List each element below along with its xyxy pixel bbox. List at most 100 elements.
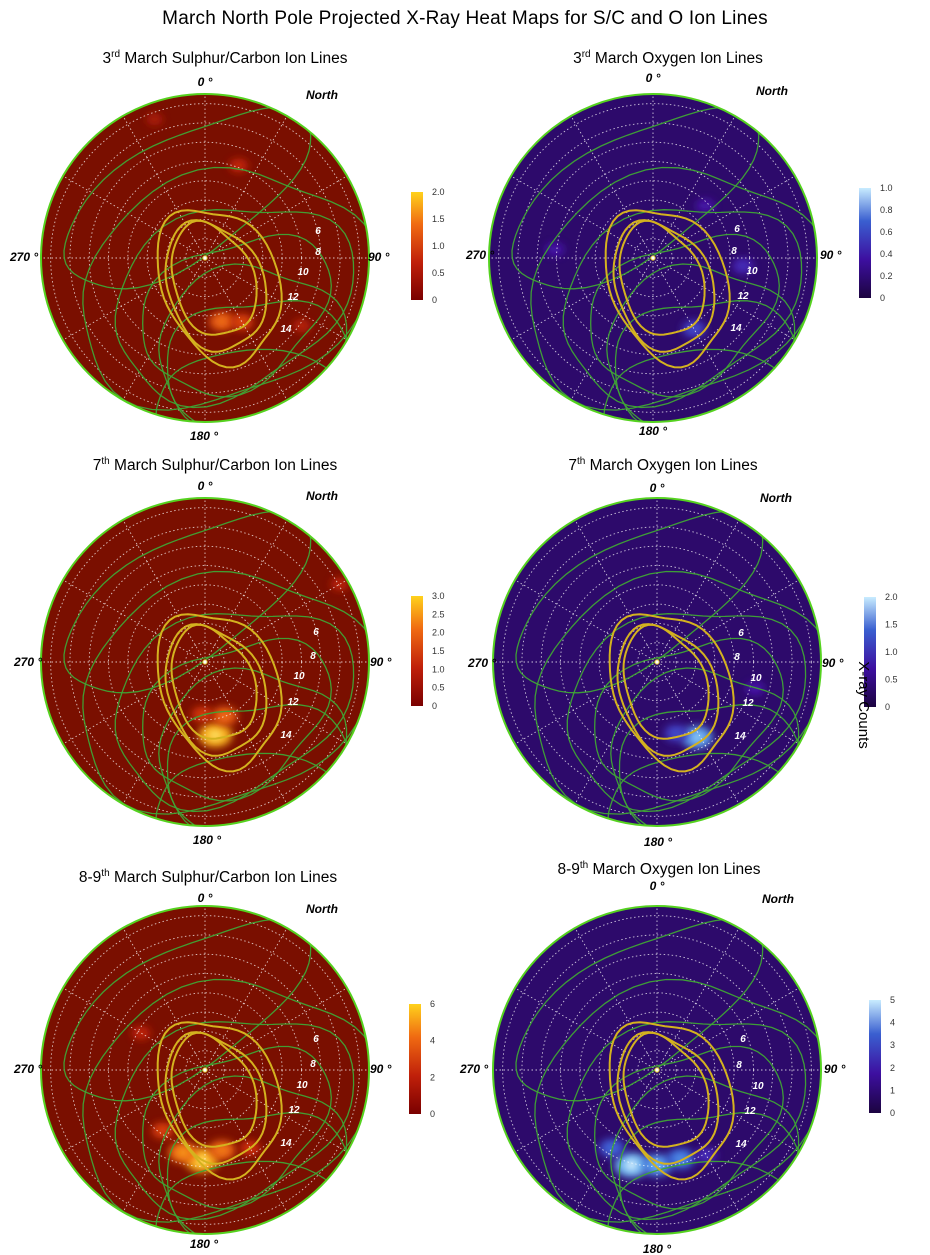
- grid-spoke: [62, 987, 206, 1071]
- grid-spoke: [574, 927, 658, 1071]
- local-time-contour: [142, 637, 332, 802]
- grid-circle: [146, 1011, 264, 1129]
- angle-label-bottom: 180 °: [639, 424, 667, 438]
- colorbar: [409, 1004, 421, 1114]
- aurora-oval-contour: [608, 1021, 735, 1181]
- grid-spoke: [122, 1069, 206, 1213]
- grid-circle: [637, 1050, 677, 1090]
- colorbar-tick-label: 2: [430, 1072, 435, 1082]
- x-ray-counts-label: X-ray Counts: [855, 661, 872, 749]
- local-time-label: 6: [315, 226, 321, 237]
- angle-label-top: 0 °: [198, 479, 213, 493]
- colorbar-tick-label: 0.2: [880, 271, 893, 281]
- polar-rim: [40, 905, 370, 1235]
- colorbar-tick-label: 0: [430, 1109, 435, 1119]
- title-pre: 8-9: [78, 869, 102, 887]
- grid-spoke: [204, 257, 348, 341]
- angle-label-right: 90 °: [370, 655, 392, 669]
- grid-spoke: [652, 257, 796, 341]
- local-time-contour: [534, 978, 821, 1223]
- pole-marker: [202, 659, 208, 665]
- polar-rim: [40, 93, 370, 423]
- aurora-oval-contour: [612, 219, 716, 353]
- local-time-contour: [142, 233, 332, 398]
- grid-spoke: [204, 1069, 288, 1213]
- grid-circle: [88, 953, 322, 1187]
- grid-spoke: [656, 1069, 800, 1153]
- colorbar-tick-label: 0.5: [885, 675, 898, 685]
- angle-label-top: 0 °: [650, 879, 665, 893]
- local-time-contour: [566, 613, 807, 813]
- grid-spoke: [204, 661, 348, 745]
- local-time-contour: [594, 1045, 784, 1210]
- local-time-label: 10: [296, 1080, 308, 1091]
- local-time-contour: [114, 209, 355, 409]
- angle-label-top: 0 °: [650, 481, 665, 495]
- angle-label-top: 0 °: [198, 891, 213, 905]
- grid-spoke: [652, 257, 736, 401]
- local-time-contour: [530, 166, 817, 411]
- aurora-oval-contour: [164, 219, 268, 353]
- title-pre: 7: [568, 457, 577, 475]
- grid-spoke: [204, 579, 348, 663]
- heat-spot-core: [150, 116, 159, 123]
- grid-spoke: [62, 579, 206, 663]
- colorbar: [411, 192, 423, 300]
- angle-label-left: 270 °: [467, 656, 496, 670]
- angle-label-right: 90 °: [820, 248, 842, 262]
- grid-circle: [536, 141, 770, 375]
- aurora-oval-contour: [156, 209, 283, 369]
- pole-marker: [202, 255, 208, 261]
- grid-spoke: [570, 115, 654, 259]
- colorbar-tick-label: 0.5: [432, 268, 445, 278]
- grid-circle: [540, 545, 774, 779]
- angle-label-left: 270 °: [13, 655, 42, 669]
- local-time-contour: [114, 1021, 355, 1221]
- local-time-label: 8: [731, 246, 737, 257]
- title-sup: th: [579, 860, 589, 871]
- aurora-oval-contour: [608, 613, 735, 773]
- grid-spoke: [122, 257, 206, 401]
- grid-spoke: [122, 115, 206, 259]
- polar-plot-area: [489, 94, 817, 422]
- heat-spot-core: [237, 318, 247, 326]
- grid-spoke: [656, 661, 800, 745]
- local-time-label: 8: [736, 1060, 742, 1071]
- colorbar-tick-label: 3.0: [432, 591, 445, 601]
- aurora-oval-contour: [616, 1031, 720, 1165]
- panel-3: 6 8 10 12 14 0 ° 270 ° 90 ° 180 ° North 3.0 2.5 2.0 1…: [13, 479, 445, 847]
- title-pre: 3: [573, 50, 582, 68]
- title-sup: rd: [581, 49, 591, 60]
- heat-spot-core: [606, 1143, 618, 1153]
- grid-spoke: [574, 519, 658, 663]
- colorbar: [859, 188, 871, 298]
- angle-label-bottom: 180 °: [190, 1237, 218, 1251]
- heat-spot-core: [219, 711, 231, 721]
- aurora-oval-contour: [164, 1031, 268, 1165]
- title-sup: th: [101, 868, 110, 879]
- colorbar-tick-label: 0.6: [880, 227, 893, 237]
- north-label: North: [760, 491, 792, 505]
- colorbar: [864, 597, 876, 707]
- local-time-label: 8: [315, 247, 321, 258]
- polar-plot-area: [41, 94, 369, 422]
- heat-spot-core: [137, 1030, 146, 1037]
- grid-circle: [88, 545, 322, 779]
- heat-spot-core: [738, 262, 748, 270]
- angle-label-right: 90 °: [370, 1062, 392, 1076]
- north-label: North: [762, 892, 794, 906]
- grid-spoke: [204, 519, 288, 663]
- grid-spoke: [656, 661, 740, 805]
- colorbar-tick-label: 5: [890, 995, 895, 1005]
- title-sup: rd: [111, 49, 121, 60]
- grid-circle: [185, 642, 225, 682]
- title-post: March Oxygen Ion Lines: [585, 457, 758, 475]
- local-time-label: 12: [737, 291, 749, 302]
- grid-circle: [88, 141, 322, 375]
- grid-spoke: [122, 661, 206, 805]
- polar-rim: [488, 93, 818, 423]
- title-pre: 8-9: [557, 861, 580, 879]
- local-time-contour: [155, 752, 369, 826]
